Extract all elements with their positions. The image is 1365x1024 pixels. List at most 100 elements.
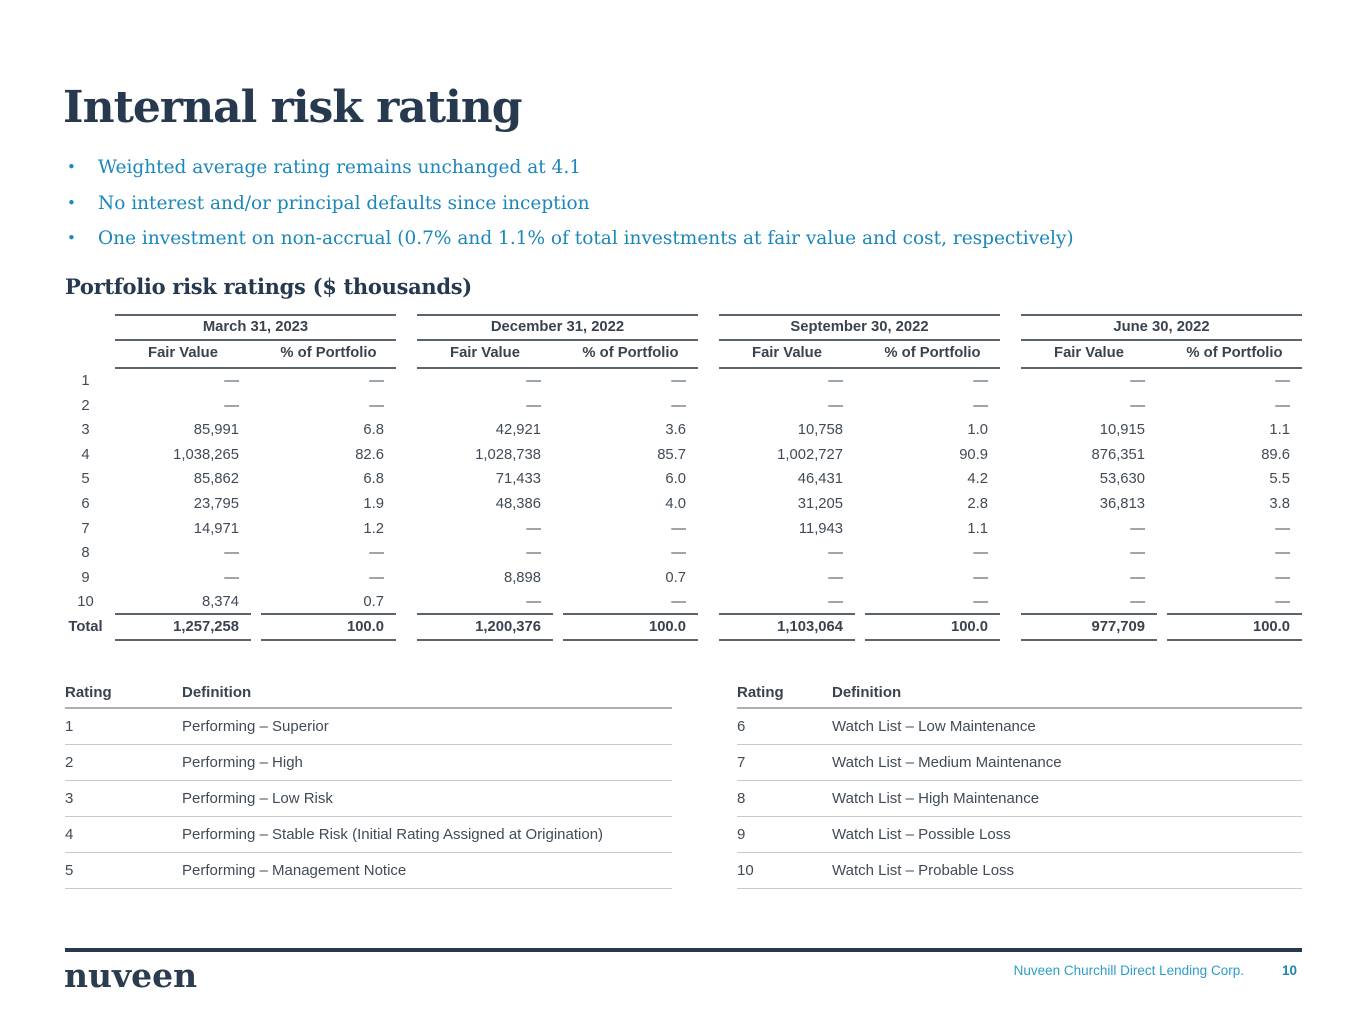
fair-value-cell: — [224,397,239,414]
spacer-cell [698,443,719,468]
highlights-bullet-list: Weighted average rating remains unchange… [65,150,1165,257]
fair-value-cell: 8,898 [503,569,541,586]
spacer-cell [251,492,261,517]
spacer-cell [553,615,563,641]
spacer-cell [698,517,719,542]
definition-row: 10 Watch List – Probable Loss [737,853,1302,889]
fair-value-cell: 10,915 [1099,422,1145,439]
spacer-cell [1157,566,1167,591]
pct-portfolio-cell: — [369,373,384,389]
spacer-cell [396,467,417,492]
table-row: 9 — — 8,898 0.7 — — — — [64,566,1302,591]
fair-value-cell: 1,002,727 [777,446,843,463]
definition-column-header: Definition [832,684,902,701]
total-pct-portfolio-cell: 100.0 [1167,615,1302,641]
spacer-cell [1000,341,1021,369]
spacer-cell [553,541,563,566]
table-row: 10 8,374 0.7 — — — — — — [64,590,1302,615]
fair-value-cell: — [224,569,239,586]
pct-portfolio-cell: — [973,397,988,414]
spacer-cell [1157,369,1167,394]
fair-value-cell: 85,991 [193,422,239,439]
pct-portfolio-cell: — [671,520,686,537]
total-pct-portfolio-cell: 100.0 [261,615,396,641]
fair-value-cell: 42,921 [495,422,541,439]
definition-row: 8 Watch List – High Maintenance [737,781,1302,817]
total-pct-portfolio-cell: 100.0 [865,615,1000,641]
column-group-date: March 31, 2023 [115,314,396,341]
spacer-cell [396,314,417,341]
spacer-cell [698,492,719,517]
table-row: 2 — — — — — — — — [64,394,1302,419]
table-subheader-row: Fair Value % of Portfolio Fair Value % of P… [64,341,1302,369]
rating-row-label: 3 [81,422,90,439]
pct-portfolio-header: % of Portfolio [261,341,396,369]
spacer-cell [1157,394,1167,419]
fair-value-cell: — [1021,590,1157,615]
bullet-item: No interest and/or principal defaults si… [65,186,1165,222]
spacer-cell [698,418,719,443]
spacer-cell [396,443,417,468]
rating-row-label: 8 [81,545,90,562]
rating-definitions-table-right: Rating Definition 6 Watch List – Low Main… [737,684,1302,889]
spacer-cell [251,615,261,641]
definition-row: 3 Performing – Low Risk [65,781,672,817]
spacer-cell [64,314,115,341]
spacer-cell [855,566,865,591]
definition-value: Watch List – Probable Loss [832,862,1015,879]
pct-portfolio-cell: 6.0 [665,471,686,488]
spacer-cell [1000,369,1021,394]
total-fair-value-cell: 1,257,258 [115,615,251,641]
spacer-cell [1157,467,1167,492]
spacer-cell [698,394,719,419]
table-group-header-row: March 31, 2023 December 31, 2022 September… [64,314,1302,341]
pct-portfolio-cell: — [973,373,988,389]
pct-portfolio-cell: 6.8 [363,422,384,439]
spacer-cell [396,615,417,641]
pct-portfolio-cell: 3.6 [665,422,686,439]
spacer-cell [1000,615,1021,641]
fair-value-cell: — [828,545,843,562]
pct-portfolio-cell: — [1275,569,1290,586]
rating-row-label: 2 [81,397,90,414]
definition-value: Watch List – Low Maintenance [832,718,1036,735]
spacer-cell [553,341,563,369]
fair-value-cell: 1,028,738 [475,446,541,463]
spacer-cell [855,517,865,542]
definition-value: Performing – Low Risk [182,790,333,807]
spacer-cell [1000,492,1021,517]
pct-portfolio-cell: — [865,590,1000,615]
pct-portfolio-cell: — [369,397,384,414]
pct-portfolio-cell: 1.9 [363,495,384,512]
fair-value-cell: — [526,397,541,414]
rating-row-label: 7 [81,520,90,537]
pct-portfolio-cell: 0.7 [665,569,686,586]
spacer-cell [1000,418,1021,443]
spacer-cell [553,394,563,419]
spacer-cell [1000,541,1021,566]
pct-portfolio-cell: 3.8 [1269,495,1290,512]
fair-value-cell: 36,813 [1099,495,1145,512]
definition-row: 6 Watch List – Low Maintenance [737,709,1302,745]
spacer-cell [251,369,261,394]
rating-value: 2 [65,754,74,771]
column-group-date: June 30, 2022 [1021,314,1302,341]
spacer-cell [855,590,865,615]
definitions-header-row: Rating Definition [65,684,672,709]
total-fair-value-cell: 1,200,376 [417,615,553,641]
spacer-cell [396,590,417,615]
fair-value-cell: 31,205 [797,495,843,512]
footer-right: Nuveen Churchill Direct Lending Corp. 10 [65,963,1302,978]
fair-value-cell: — [417,590,553,615]
definition-row: 9 Watch List – Possible Loss [737,817,1302,853]
spacer-cell [251,418,261,443]
table-row: 8 — — — — — — — — [64,541,1302,566]
pct-portfolio-cell: — [1275,520,1290,537]
spacer-cell [553,492,563,517]
pct-portfolio-header: % of Portfolio [1167,341,1302,369]
spacer-cell [251,517,261,542]
spacer-cell [698,541,719,566]
rating-value: 4 [65,826,74,843]
table-row: 1 — — — — — — — — [64,369,1302,394]
fair-value-cell: — [828,397,843,414]
